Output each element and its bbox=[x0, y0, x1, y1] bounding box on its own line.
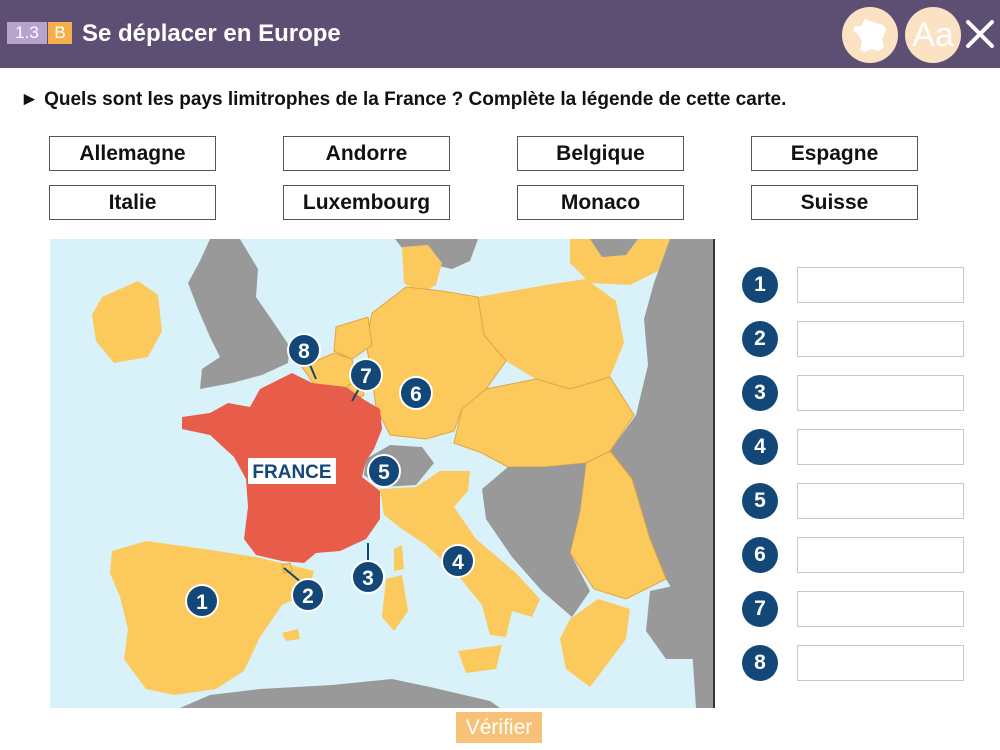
legend-number-1: 1 bbox=[742, 267, 778, 303]
font-size-label: Aa bbox=[912, 16, 954, 54]
map-marker-5-label: 5 bbox=[378, 461, 390, 484]
legend-row-3: 3 bbox=[742, 375, 964, 411]
answer-input-6[interactable] bbox=[797, 537, 964, 573]
legend-number-2: 2 bbox=[742, 321, 778, 357]
map-marker-2: 2 bbox=[291, 578, 325, 612]
word-chip-suisse[interactable]: Suisse bbox=[751, 185, 918, 220]
corsica-region bbox=[394, 545, 404, 571]
verify-button[interactable]: Vérifier bbox=[456, 712, 542, 743]
word-chip-luxembourg[interactable]: Luxembourg bbox=[283, 185, 450, 220]
map-marker-1: 1 bbox=[185, 584, 219, 618]
map-marker-4: 4 bbox=[441, 544, 475, 578]
balkans-region bbox=[482, 463, 590, 617]
map-marker-5: 5 bbox=[367, 454, 401, 488]
legend-row-6: 6 bbox=[742, 537, 964, 573]
map-marker-7: 7 bbox=[349, 358, 383, 392]
map-marker-8: 8 bbox=[287, 333, 321, 367]
font-size-button[interactable]: Aa bbox=[905, 7, 961, 63]
map-marker-8-label: 8 bbox=[298, 340, 310, 363]
marker-8-leader bbox=[309, 364, 317, 380]
answer-input-7[interactable] bbox=[797, 591, 964, 627]
europe-map: FRANCE 1 2 3 4 5 6 bbox=[50, 239, 715, 708]
word-chip-monaco[interactable]: Monaco bbox=[517, 185, 684, 220]
greece-region bbox=[560, 599, 630, 687]
answer-input-5[interactable] bbox=[797, 483, 964, 519]
map-marker-6: 6 bbox=[399, 376, 433, 410]
word-chip-allemagne[interactable]: Allemagne bbox=[49, 136, 216, 171]
section-number-badge: 1.3 bbox=[7, 22, 47, 44]
map-marker-7-label: 7 bbox=[360, 365, 372, 388]
word-chip-espagne[interactable]: Espagne bbox=[751, 136, 918, 171]
close-icon bbox=[966, 20, 994, 48]
legend-row-8: 8 bbox=[742, 645, 964, 681]
map-marker-6-label: 6 bbox=[410, 383, 422, 406]
legend-number-3: 3 bbox=[742, 375, 778, 411]
legend-number-6: 6 bbox=[742, 537, 778, 573]
finland-region bbox=[590, 239, 638, 257]
section-letter-badge: B bbox=[48, 22, 72, 44]
legend-row-1: 1 bbox=[742, 267, 964, 303]
great-britain-region bbox=[188, 239, 290, 389]
france-map-button[interactable] bbox=[842, 7, 898, 63]
answer-input-4[interactable] bbox=[797, 429, 964, 465]
ireland-region bbox=[92, 281, 162, 363]
baltic-region bbox=[570, 239, 670, 285]
turkey-region bbox=[646, 581, 715, 659]
legend-number-8: 8 bbox=[742, 645, 778, 681]
answer-input-1[interactable] bbox=[797, 267, 964, 303]
close-button[interactable] bbox=[962, 14, 998, 54]
sicily-region bbox=[458, 645, 502, 673]
balearic-region bbox=[282, 629, 300, 641]
legend-number-4: 4 bbox=[742, 429, 778, 465]
sardinia-region bbox=[382, 575, 408, 631]
north-africa-region bbox=[180, 679, 500, 708]
legend-number-7: 7 bbox=[742, 591, 778, 627]
answer-input-3[interactable] bbox=[797, 375, 964, 411]
france-label: FRANCE bbox=[252, 462, 331, 483]
legend-number-5: 5 bbox=[742, 483, 778, 519]
map-marker-2-label: 2 bbox=[302, 585, 314, 608]
page-title: Se déplacer en Europe bbox=[82, 20, 341, 47]
france-map-icon bbox=[853, 19, 886, 52]
andorra-region bbox=[281, 562, 293, 574]
denmark-region bbox=[402, 245, 442, 293]
map-marker-1-label: 1 bbox=[196, 591, 208, 614]
legend-row-5: 5 bbox=[742, 483, 964, 519]
word-chip-italie[interactable]: Italie bbox=[49, 185, 216, 220]
header-bar: 1.3 B Se déplacer en Europe Aa bbox=[0, 0, 1000, 68]
map-marker-3: 3 bbox=[351, 560, 385, 594]
france-label-box bbox=[248, 458, 336, 484]
legend-row-4: 4 bbox=[742, 429, 964, 465]
legend-row-2: 2 bbox=[742, 321, 964, 357]
word-chip-belgique[interactable]: Belgique bbox=[517, 136, 684, 171]
netherlands-region bbox=[333, 316, 373, 360]
answer-input-8[interactable] bbox=[797, 645, 964, 681]
poland-region bbox=[478, 279, 624, 389]
marker-2-leader bbox=[283, 567, 303, 584]
answer-input-2[interactable] bbox=[797, 321, 964, 357]
legend-row-7: 7 bbox=[742, 591, 964, 627]
map-marker-3-label: 3 bbox=[362, 567, 374, 590]
word-chip-andorre[interactable]: Andorre bbox=[283, 136, 450, 171]
map-marker-4-label: 4 bbox=[452, 551, 464, 574]
question-text: ► Quels sont les pays limitrophes de la … bbox=[20, 89, 787, 110]
iberia-region bbox=[110, 541, 314, 695]
